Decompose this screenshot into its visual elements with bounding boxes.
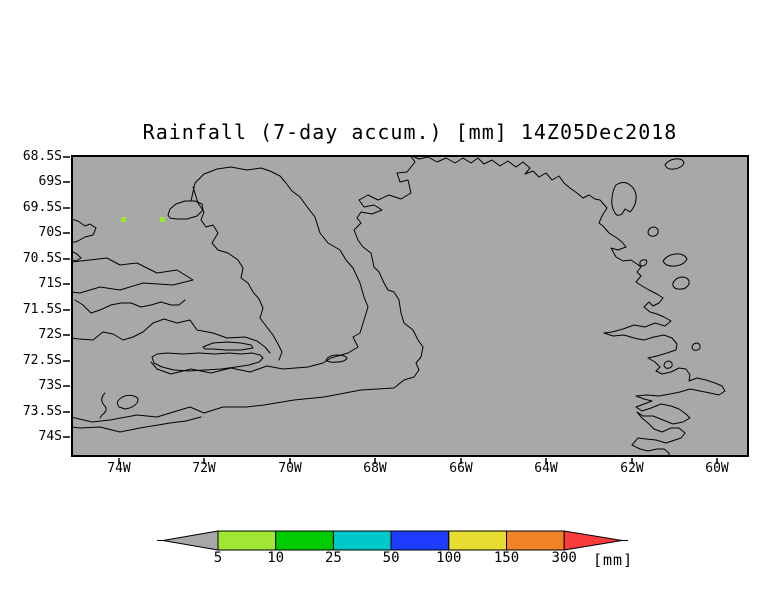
lon-tick-label: 68W — [363, 461, 387, 476]
colorbar-level-label: 25 — [324, 550, 342, 566]
colorbar-segment — [332, 530, 392, 551]
coastline-path — [202, 341, 254, 351]
coastline-path — [151, 352, 264, 372]
colorbar-level-label: 300 — [551, 550, 577, 566]
coastline-path — [74, 299, 186, 314]
rain-cells — [121, 217, 165, 222]
colorbar-level-label: 5 — [213, 550, 223, 566]
coastline-path — [639, 259, 648, 267]
colorbar-level-label: 150 — [493, 550, 520, 566]
colorbar-level-label: 50 — [382, 550, 400, 566]
coastline-path — [192, 186, 283, 361]
lat-tick-label: 69.5S — [22, 200, 62, 215]
coastline-path — [116, 394, 139, 410]
coastline-path — [150, 166, 369, 375]
colorbar — [157, 530, 628, 551]
lat-tick-label: 68.5S — [22, 149, 62, 164]
lat-tick-label: 70S — [38, 225, 62, 240]
colorbar-segment — [275, 530, 334, 551]
coastline-path — [325, 354, 348, 363]
coastline-path — [71, 318, 271, 354]
axis-ticks — [63, 156, 718, 464]
lat-tick-label: 72.5S — [22, 353, 62, 368]
coastline-path — [409, 155, 726, 457]
lat-tick-label: 69S — [38, 174, 62, 189]
coastline-path — [672, 276, 690, 290]
coastline-path — [691, 342, 701, 351]
rain-cell — [160, 217, 165, 222]
lon-tick-label: 70W — [278, 461, 302, 476]
colorbar-units-label: [mm] — [593, 551, 634, 569]
colorbar-segment — [448, 530, 507, 551]
coastline-path — [167, 200, 204, 220]
lon-tick-label: 64W — [534, 461, 558, 476]
coastline-path — [71, 416, 202, 433]
colorbar-above-arrow — [563, 530, 623, 551]
coastline-path — [662, 253, 688, 267]
coastline-path — [647, 226, 659, 237]
map-frame — [71, 155, 749, 457]
lat-tick-label: 74S — [38, 429, 62, 444]
coastline-path — [71, 257, 194, 294]
rain-cell — [121, 217, 126, 222]
coastline-path — [71, 218, 97, 244]
lon-tick-label: 66W — [449, 461, 473, 476]
lat-tick-label: 70.5S — [22, 251, 62, 266]
coastlines — [71, 155, 726, 457]
map — [71, 155, 749, 457]
coastline-path — [664, 158, 685, 170]
coastline-path — [71, 155, 424, 423]
lat-tick-label: 71.5S — [22, 302, 62, 317]
lat-tick-label: 72S — [38, 327, 62, 342]
colorbar-level-label: 10 — [267, 550, 285, 566]
coastline-path — [663, 360, 673, 369]
plot-title: Rainfall (7-day accum.) [mm] 14Z05Dec201… — [142, 120, 678, 144]
lon-tick-label: 74W — [107, 461, 131, 476]
lon-tick-label: 62W — [620, 461, 644, 476]
lon-tick-label: 72W — [192, 461, 216, 476]
lat-tick-label: 73S — [38, 378, 62, 393]
colorbar-segment — [217, 530, 277, 551]
coastline-path — [611, 182, 637, 216]
lat-tick-label: 73.5S — [22, 404, 62, 419]
lon-tick-label: 60W — [705, 461, 729, 476]
coastline-path — [99, 392, 107, 419]
colorbar-below-arrow — [162, 530, 219, 551]
coastline-path — [71, 250, 82, 262]
colorbar-level-label: 100 — [436, 550, 462, 566]
lat-tick-label: 71S — [38, 276, 62, 291]
colorbar-segment — [506, 530, 565, 551]
colorbar-segment — [390, 530, 450, 551]
